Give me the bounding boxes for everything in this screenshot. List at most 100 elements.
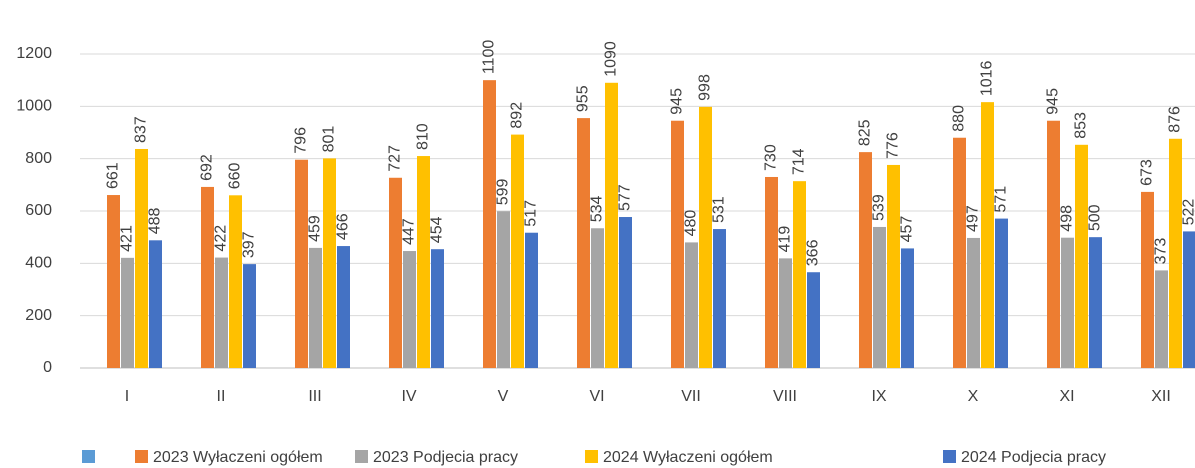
- legend-marker: [585, 450, 598, 463]
- data-label: 801: [321, 126, 338, 153]
- y-tick-label: 1000: [16, 98, 52, 115]
- bar: [713, 229, 726, 368]
- data-label: 421: [119, 225, 136, 252]
- y-tick-label: 0: [43, 359, 52, 376]
- bar: [215, 257, 228, 368]
- data-label: 577: [617, 184, 634, 211]
- bar: [793, 181, 806, 368]
- data-label: 1100: [481, 40, 498, 75]
- data-label: 459: [307, 215, 324, 242]
- data-label: 661: [105, 162, 122, 189]
- data-label: 422: [213, 225, 230, 252]
- y-tick-label: 800: [25, 150, 52, 167]
- data-label: 534: [589, 195, 606, 222]
- legend-label: 2024 Wyłaczeni ogółem: [603, 449, 773, 466]
- bar: [1183, 231, 1195, 368]
- data-label: 466: [335, 213, 352, 240]
- bar: [1089, 237, 1102, 368]
- bar: [807, 272, 820, 368]
- data-label: 892: [509, 102, 526, 129]
- legend-marker: [135, 450, 148, 463]
- data-label: 776: [885, 132, 902, 159]
- bar: [1141, 191, 1154, 368]
- bar: [873, 226, 886, 368]
- legend-label: 2024 Podjecia pracy: [961, 449, 1106, 466]
- bar: [859, 152, 872, 368]
- x-tick-label: III: [308, 388, 321, 405]
- bar: [953, 137, 966, 368]
- x-tick-label: II: [217, 388, 226, 405]
- data-label: 531: [711, 196, 728, 223]
- data-label: 660: [227, 163, 244, 190]
- data-label: 1016: [979, 60, 996, 96]
- bar: [149, 240, 162, 368]
- x-tick-label: IV: [401, 388, 416, 405]
- x-tick-label: XII: [1151, 388, 1171, 405]
- x-tick-label: VI: [589, 388, 604, 405]
- x-tick-label: IX: [871, 388, 886, 405]
- legend-marker: [82, 450, 95, 463]
- data-label: 366: [805, 239, 822, 266]
- bar: [121, 257, 134, 368]
- x-tick-label: V: [498, 388, 509, 405]
- data-label: 500: [1087, 204, 1104, 231]
- bar: [389, 177, 402, 368]
- bar: [497, 211, 510, 368]
- bar: [1047, 120, 1060, 368]
- x-tick-label: VIII: [773, 388, 797, 405]
- bar: [765, 176, 778, 368]
- data-label: 796: [293, 127, 310, 154]
- data-label: 714: [791, 148, 808, 175]
- bar: [901, 248, 914, 368]
- y-tick-label: 400: [25, 255, 52, 272]
- bar: [243, 264, 256, 368]
- bar: [511, 134, 524, 368]
- data-label: 522: [1181, 199, 1195, 226]
- data-label: 880: [951, 105, 968, 132]
- data-label: 876: [1167, 106, 1184, 133]
- bar: [605, 82, 618, 369]
- x-tick-label: I: [125, 388, 129, 405]
- bar: [135, 148, 148, 368]
- bar: [967, 237, 980, 368]
- bar: [295, 159, 308, 368]
- data-label: 539: [871, 194, 888, 221]
- data-label: 419: [777, 226, 794, 253]
- bar: [1061, 237, 1074, 368]
- data-label: 454: [429, 216, 446, 243]
- bar: [483, 80, 496, 369]
- data-label: 955: [575, 85, 592, 112]
- data-label: 825: [857, 119, 874, 146]
- data-label: 488: [147, 208, 164, 235]
- y-tick-label: 200: [25, 307, 52, 324]
- x-tick-label: XI: [1059, 388, 1074, 405]
- data-label: 373: [1153, 238, 1170, 265]
- data-label: 727: [387, 145, 404, 172]
- bar: [619, 217, 632, 368]
- data-label: 673: [1139, 159, 1156, 186]
- bar: [525, 232, 538, 368]
- data-label: 810: [415, 123, 432, 150]
- data-label: 480: [683, 210, 700, 237]
- bar: [779, 258, 792, 368]
- data-label: 497: [965, 205, 982, 232]
- data-label: 517: [523, 200, 540, 227]
- bar: [323, 158, 336, 368]
- legend-label: 2023 Wyłaczeni ogółem: [153, 449, 323, 466]
- data-label: 945: [669, 88, 686, 115]
- data-label: 1090: [603, 41, 620, 77]
- data-label: 730: [763, 144, 780, 171]
- data-label: 447: [401, 218, 418, 245]
- bar: [1155, 270, 1168, 368]
- bar: [229, 195, 242, 368]
- bar: [887, 164, 900, 368]
- bar: [577, 118, 590, 368]
- bar: [431, 249, 444, 368]
- data-label: 498: [1059, 205, 1076, 232]
- bar: [671, 120, 684, 368]
- bar: [995, 218, 1008, 368]
- data-label: 998: [697, 74, 714, 101]
- y-tick-label: 600: [25, 202, 52, 219]
- bar: [685, 242, 698, 368]
